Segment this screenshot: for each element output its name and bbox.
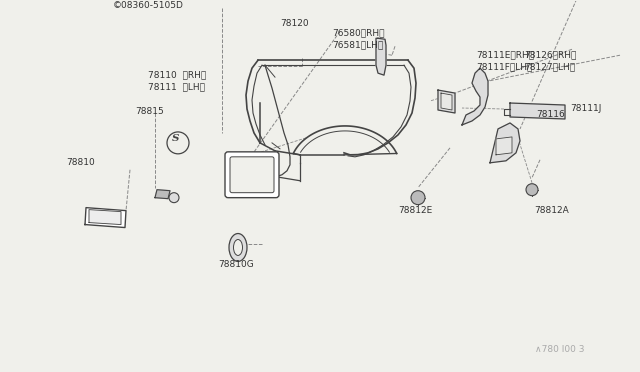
Polygon shape	[462, 68, 488, 125]
Text: 78812A: 78812A	[534, 206, 569, 215]
Text: 78111F〈LH〉: 78111F〈LH〉	[476, 62, 532, 72]
Polygon shape	[496, 137, 512, 155]
Polygon shape	[441, 93, 452, 110]
Text: 78812E: 78812E	[398, 206, 432, 215]
Text: 76581〈LH〉: 76581〈LH〉	[332, 41, 383, 50]
Polygon shape	[490, 123, 520, 163]
Text: 76580〈RH〉: 76580〈RH〉	[332, 29, 385, 38]
Polygon shape	[89, 210, 121, 225]
Polygon shape	[376, 38, 386, 75]
Text: 78111  〈LH〉: 78111 〈LH〉	[148, 83, 205, 92]
Ellipse shape	[234, 240, 243, 256]
Text: ∧780 I00 3: ∧780 I00 3	[535, 345, 584, 354]
Text: 78111J: 78111J	[570, 103, 602, 112]
Text: 78111E〈RH〉: 78111E〈RH〉	[476, 51, 534, 60]
Circle shape	[526, 184, 538, 196]
Text: 78126〈RH〉: 78126〈RH〉	[524, 51, 577, 60]
Text: 78815: 78815	[135, 106, 164, 115]
Circle shape	[169, 193, 179, 203]
Polygon shape	[85, 208, 126, 228]
Text: 78110  〈RH〉: 78110 〈RH〉	[148, 71, 206, 80]
Text: 78116: 78116	[536, 110, 564, 119]
Text: S: S	[172, 134, 179, 143]
Text: 78120: 78120	[280, 19, 308, 28]
Polygon shape	[438, 90, 455, 113]
Text: 78127〈LH〉: 78127〈LH〉	[524, 62, 575, 72]
Circle shape	[411, 191, 425, 205]
FancyBboxPatch shape	[225, 152, 279, 198]
Text: 78810: 78810	[66, 158, 95, 167]
FancyBboxPatch shape	[230, 157, 274, 193]
Polygon shape	[155, 190, 170, 199]
Text: ©08360-5105D: ©08360-5105D	[113, 1, 184, 10]
Polygon shape	[510, 103, 565, 119]
Ellipse shape	[229, 234, 247, 262]
Text: 78810G: 78810G	[218, 260, 253, 269]
